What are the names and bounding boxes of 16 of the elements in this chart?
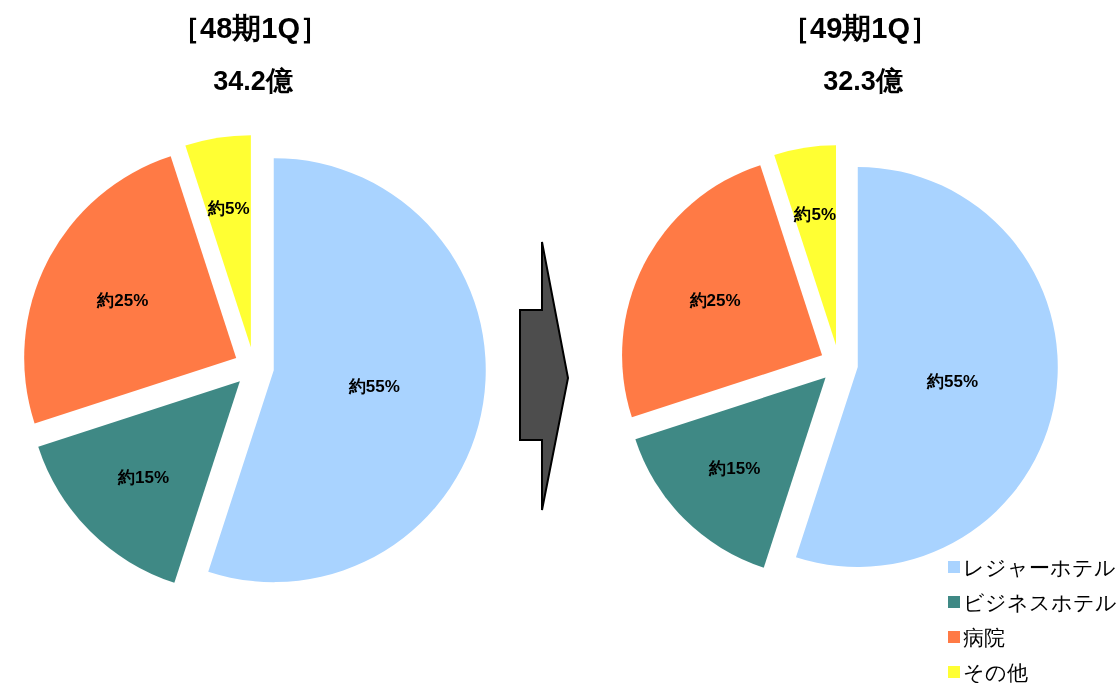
- data-label: 約15%: [118, 467, 170, 487]
- data-label: 約25%: [97, 290, 149, 310]
- subtitle: 32.3億: [823, 66, 903, 96]
- legend-label: その他: [963, 660, 1028, 683]
- data-label: 約5%: [794, 204, 837, 224]
- title: ［48期1Q］: [171, 12, 329, 44]
- data-label: 約25%: [689, 291, 741, 311]
- data-label: 約5%: [208, 198, 250, 218]
- subtitle: 34.2億: [213, 66, 293, 96]
- legend-label: ビジネスホテル: [963, 590, 1117, 614]
- legend-label: 病院: [963, 625, 1005, 649]
- legend-label: レジャーホテル: [963, 555, 1116, 579]
- title: ［49期1Q］: [781, 12, 939, 44]
- data-label: 約55%: [348, 376, 400, 396]
- data-label: 約15%: [709, 458, 761, 478]
- data-label: 約55%: [927, 372, 979, 392]
